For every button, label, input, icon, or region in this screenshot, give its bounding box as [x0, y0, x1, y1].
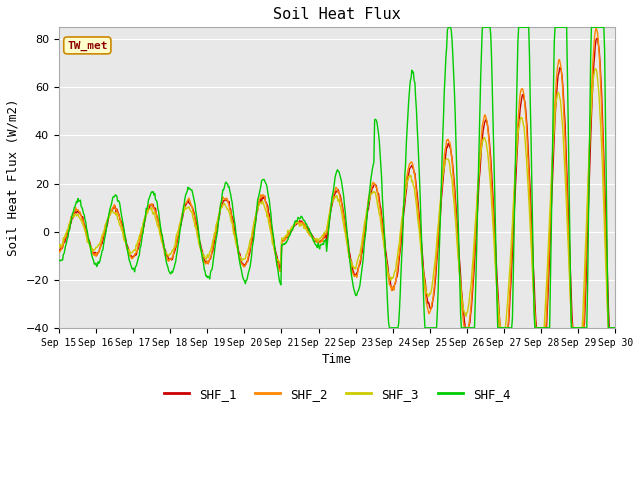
Legend: SHF_1, SHF_2, SHF_3, SHF_4: SHF_1, SHF_2, SHF_3, SHF_4 — [159, 383, 515, 406]
Title: Soil Heat Flux: Soil Heat Flux — [273, 7, 401, 22]
Text: TW_met: TW_met — [67, 40, 108, 50]
X-axis label: Time: Time — [322, 353, 352, 366]
Y-axis label: Soil Heat Flux (W/m2): Soil Heat Flux (W/m2) — [7, 99, 20, 256]
